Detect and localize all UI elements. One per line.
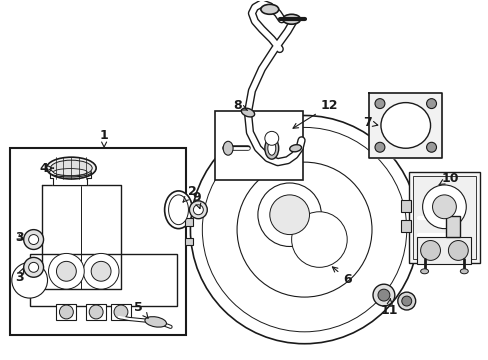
Ellipse shape	[223, 141, 233, 155]
Circle shape	[422, 185, 466, 229]
Circle shape	[432, 195, 455, 219]
Text: 5: 5	[134, 301, 148, 318]
Bar	[30, 255, 176, 306]
Ellipse shape	[49, 167, 91, 177]
Ellipse shape	[46, 157, 96, 179]
Text: 2: 2	[183, 185, 196, 202]
Polygon shape	[41, 185, 121, 289]
Polygon shape	[368, 93, 442, 158]
Bar	[86, 304, 106, 320]
Circle shape	[291, 212, 346, 267]
Circle shape	[114, 305, 128, 319]
Ellipse shape	[189, 201, 207, 219]
Circle shape	[374, 142, 384, 152]
Bar	[10, 148, 186, 335]
Circle shape	[24, 257, 43, 277]
Circle shape	[374, 99, 384, 109]
Ellipse shape	[260, 4, 278, 14]
Bar	[446, 216, 459, 237]
Polygon shape	[49, 172, 91, 185]
Bar	[56, 304, 76, 320]
Circle shape	[202, 127, 406, 332]
Circle shape	[24, 230, 43, 249]
Text: 1: 1	[100, 129, 108, 148]
Circle shape	[48, 253, 84, 289]
Circle shape	[257, 183, 321, 247]
Ellipse shape	[289, 145, 301, 152]
Bar	[416, 237, 470, 264]
Bar	[185, 218, 193, 226]
Circle shape	[12, 262, 47, 298]
Ellipse shape	[168, 195, 188, 225]
Text: 3: 3	[16, 268, 24, 284]
Circle shape	[29, 262, 39, 272]
Text: 4: 4	[39, 162, 53, 175]
Text: 10: 10	[438, 171, 458, 185]
Circle shape	[397, 292, 415, 310]
Circle shape	[237, 162, 371, 297]
Text: 9: 9	[192, 192, 201, 208]
Ellipse shape	[380, 103, 429, 148]
Ellipse shape	[459, 269, 468, 274]
Ellipse shape	[193, 205, 203, 215]
Circle shape	[447, 240, 468, 260]
Circle shape	[426, 142, 436, 152]
Circle shape	[420, 240, 440, 260]
Ellipse shape	[264, 137, 278, 159]
Ellipse shape	[282, 14, 300, 24]
Text: 6: 6	[332, 267, 351, 286]
Ellipse shape	[267, 141, 275, 155]
Bar	[408, 172, 479, 264]
Circle shape	[372, 284, 394, 306]
Circle shape	[56, 261, 76, 281]
Text: 7: 7	[362, 116, 377, 129]
Circle shape	[60, 305, 73, 319]
Ellipse shape	[53, 168, 87, 176]
Ellipse shape	[241, 108, 254, 117]
Bar	[400, 220, 410, 231]
Circle shape	[269, 195, 309, 235]
Text: 8: 8	[233, 99, 247, 112]
Circle shape	[401, 296, 411, 306]
Text: 3: 3	[16, 231, 24, 244]
Bar	[412, 176, 475, 260]
Circle shape	[377, 289, 389, 301]
Circle shape	[264, 131, 278, 145]
Circle shape	[426, 99, 436, 109]
Bar	[185, 238, 193, 246]
Ellipse shape	[164, 191, 192, 229]
Circle shape	[83, 253, 119, 289]
Text: 11: 11	[379, 299, 397, 318]
Bar	[215, 111, 302, 180]
Ellipse shape	[420, 269, 427, 274]
Circle shape	[29, 235, 39, 244]
Text: 12: 12	[292, 99, 337, 128]
Bar	[400, 200, 410, 212]
Circle shape	[190, 116, 418, 344]
Circle shape	[89, 305, 103, 319]
Ellipse shape	[50, 160, 92, 176]
Circle shape	[91, 261, 111, 281]
Ellipse shape	[144, 317, 166, 327]
Bar	[111, 304, 131, 320]
